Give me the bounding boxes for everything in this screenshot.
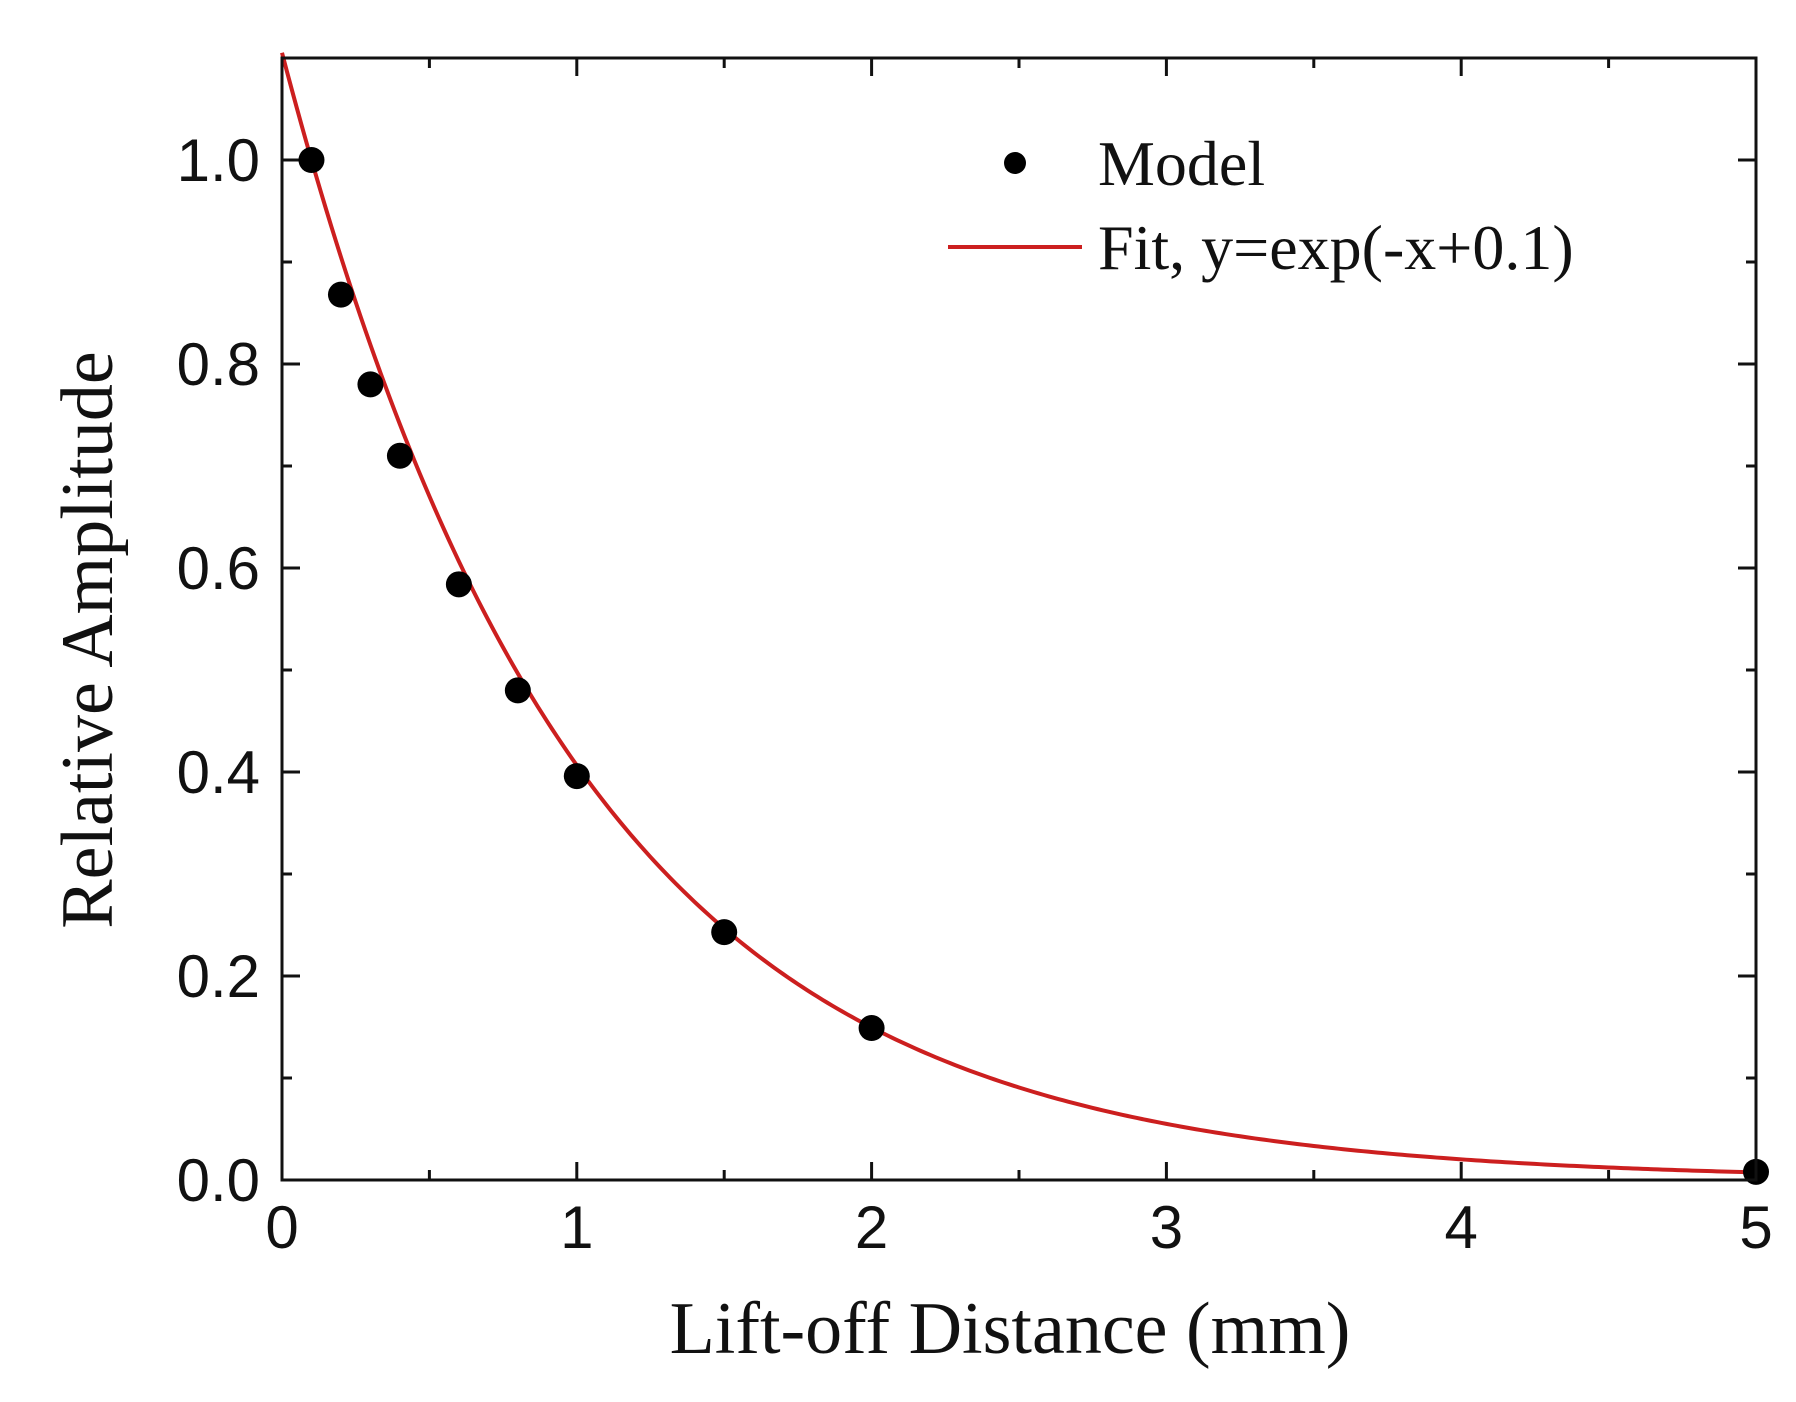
model-points [298, 147, 1769, 1185]
y-tick-label: 0.4 [177, 739, 260, 806]
x-tick-label: 5 [1739, 1194, 1772, 1261]
x-tick-label: 2 [855, 1194, 888, 1261]
model-data-point [327, 281, 354, 308]
model-data-point [711, 919, 738, 946]
model-data-point [563, 763, 590, 790]
y-tick-label: 0.2 [177, 943, 260, 1010]
model-data-point [445, 571, 472, 598]
model-data-point [504, 677, 531, 704]
y-tick-labels: 0.0 0.2 0.4 0.6 0.8 1.0 [177, 127, 260, 1214]
x-tick-label: 4 [1445, 1194, 1478, 1261]
x-tick-label: 0 [265, 1194, 298, 1261]
legend-model-marker [1004, 152, 1026, 174]
plot-frame [280, 56, 1758, 1182]
model-data-point [357, 371, 384, 398]
y-tick-label: 0.8 [177, 331, 260, 398]
legend: Model Fit, y=exp(-x+0.1) [948, 128, 1574, 283]
x-tick-label: 1 [560, 1194, 593, 1261]
x-tick-label: 3 [1150, 1194, 1183, 1261]
x-tick-labels: 0 1 2 3 4 5 [265, 1194, 1772, 1261]
y-tick-label: 0.0 [177, 1147, 260, 1214]
y-tick-label: 1.0 [177, 127, 260, 194]
legend-model-label: Model [1098, 128, 1265, 199]
x-axis-title: Lift-off Distance (mm) [670, 1288, 1351, 1370]
model-data-point [386, 442, 413, 469]
y-axis-title: Relative Amplitude [47, 351, 129, 929]
legend-fit-label: Fit, y=exp(-x+0.1) [1098, 212, 1574, 283]
model-data-point [298, 147, 325, 173]
y-tick-label: 0.6 [177, 535, 260, 602]
model-data-point [858, 1015, 885, 1042]
